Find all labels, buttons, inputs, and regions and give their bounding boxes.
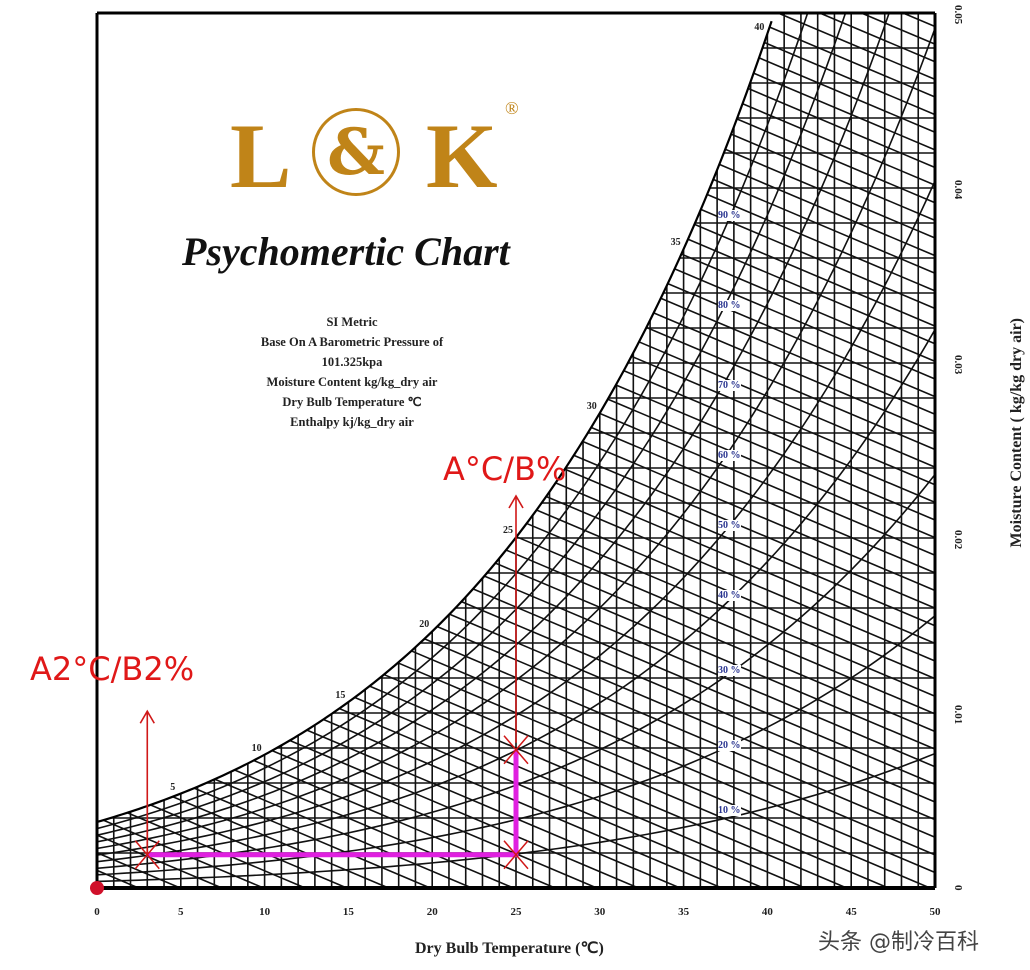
x-tick-label: 20: [426, 906, 438, 918]
wet-bulb-label: 40: [754, 21, 765, 33]
relative-humidity-label: 90 %: [718, 210, 741, 221]
saturation-curve: [96, 20, 773, 824]
x-tick-label: 15: [342, 906, 354, 918]
relative-humidity-label: 40 %: [718, 590, 741, 601]
enthalpy-line: [97, 781, 181, 888]
x-axis-label: Dry Bulb Temperature (℃): [415, 940, 604, 957]
y-tick-label: 0.04: [952, 180, 964, 200]
x-tick-label: 10: [259, 906, 271, 918]
x-tick-label: 0: [94, 906, 100, 918]
wet-bulb-label: 25: [503, 525, 513, 537]
y-tick-label: 0: [952, 885, 964, 891]
x-tick-label: 35: [678, 906, 690, 918]
relative-humidity-label: 20 %: [718, 740, 741, 751]
registered-mark: ®: [505, 98, 519, 118]
relative-humidity-label: 80 %: [718, 300, 741, 311]
logo-letter-l: L: [230, 105, 292, 207]
wet-bulb-label: 5: [170, 781, 176, 793]
enthalpy-line: [97, 463, 931, 888]
info-line: Moisture Content kg/kg_dry air: [266, 375, 438, 389]
enthalpy-line: [97, 745, 264, 888]
wet-bulb-label: 10: [251, 742, 262, 754]
info-line: SI Metric: [326, 315, 378, 329]
logo-letter-k: K: [426, 105, 498, 207]
y-tick-label: 0.01: [952, 705, 964, 725]
x-tick-label: 45: [845, 906, 857, 918]
origin-dot: [90, 881, 104, 895]
y-tick-label: 0.02: [952, 530, 964, 550]
chart-title: Psychomertic Chart: [182, 229, 510, 274]
relative-humidity-label: 10 %: [718, 805, 741, 816]
relative-humidity-label: 60 %: [718, 450, 741, 461]
info-line: 101.325kpa: [321, 355, 383, 369]
enthalpy-line: [97, 798, 139, 888]
relative-humidity-label: 70 %: [718, 380, 741, 391]
x-tick-label: 25: [510, 906, 522, 918]
enthalpy-line: [97, 481, 889, 888]
watermark: 头条 @制冷百科: [818, 930, 979, 955]
arrow-head-icon: [508, 494, 524, 509]
enthalpy-line: [97, 551, 723, 888]
x-tick-label: 50: [929, 906, 941, 918]
state-point-marker: [503, 840, 529, 870]
state-point-marker: [503, 735, 529, 765]
info-line: Enthalpy kj/kg_dry air: [290, 415, 414, 429]
annotation-start-point: A2°C/B2%: [30, 650, 195, 688]
x-tick-label: 40: [761, 906, 773, 918]
arrow-head-icon: [139, 709, 155, 724]
chart-overlay: [90, 11, 937, 895]
enthalpy-line: [97, 763, 223, 888]
wet-bulb-label: 30: [586, 401, 597, 412]
info-line: Dry Bulb Temperature ℃: [282, 395, 422, 409]
x-tick-label: 5: [178, 906, 184, 918]
enthalpy-line: [97, 516, 806, 888]
wet-bulb-label: 35: [670, 237, 681, 249]
chart-info: SI Metric Base On A Barometric Pressure …: [192, 312, 512, 432]
relative-humidity-label: 50 %: [718, 520, 741, 531]
y-tick-label: 0.03: [952, 355, 964, 375]
y-tick-label: 0.05: [952, 5, 964, 25]
annotation-end-point: A°C/B%: [443, 450, 567, 488]
enthalpy-line: [97, 816, 98, 888]
info-line: Base On A Barometric Pressure of: [260, 335, 444, 349]
x-tick-label: 30: [594, 906, 606, 918]
enthalpy-line: [97, 534, 764, 888]
relative-humidity-label: 30 %: [718, 665, 741, 676]
logo-ampersand-icon: &: [312, 108, 400, 196]
wet-bulb-label: 15: [335, 690, 346, 702]
wet-bulb-label: 20: [419, 619, 430, 631]
y-axis-label: Moisture Content ( kg/kg dry air): [1008, 318, 1025, 548]
